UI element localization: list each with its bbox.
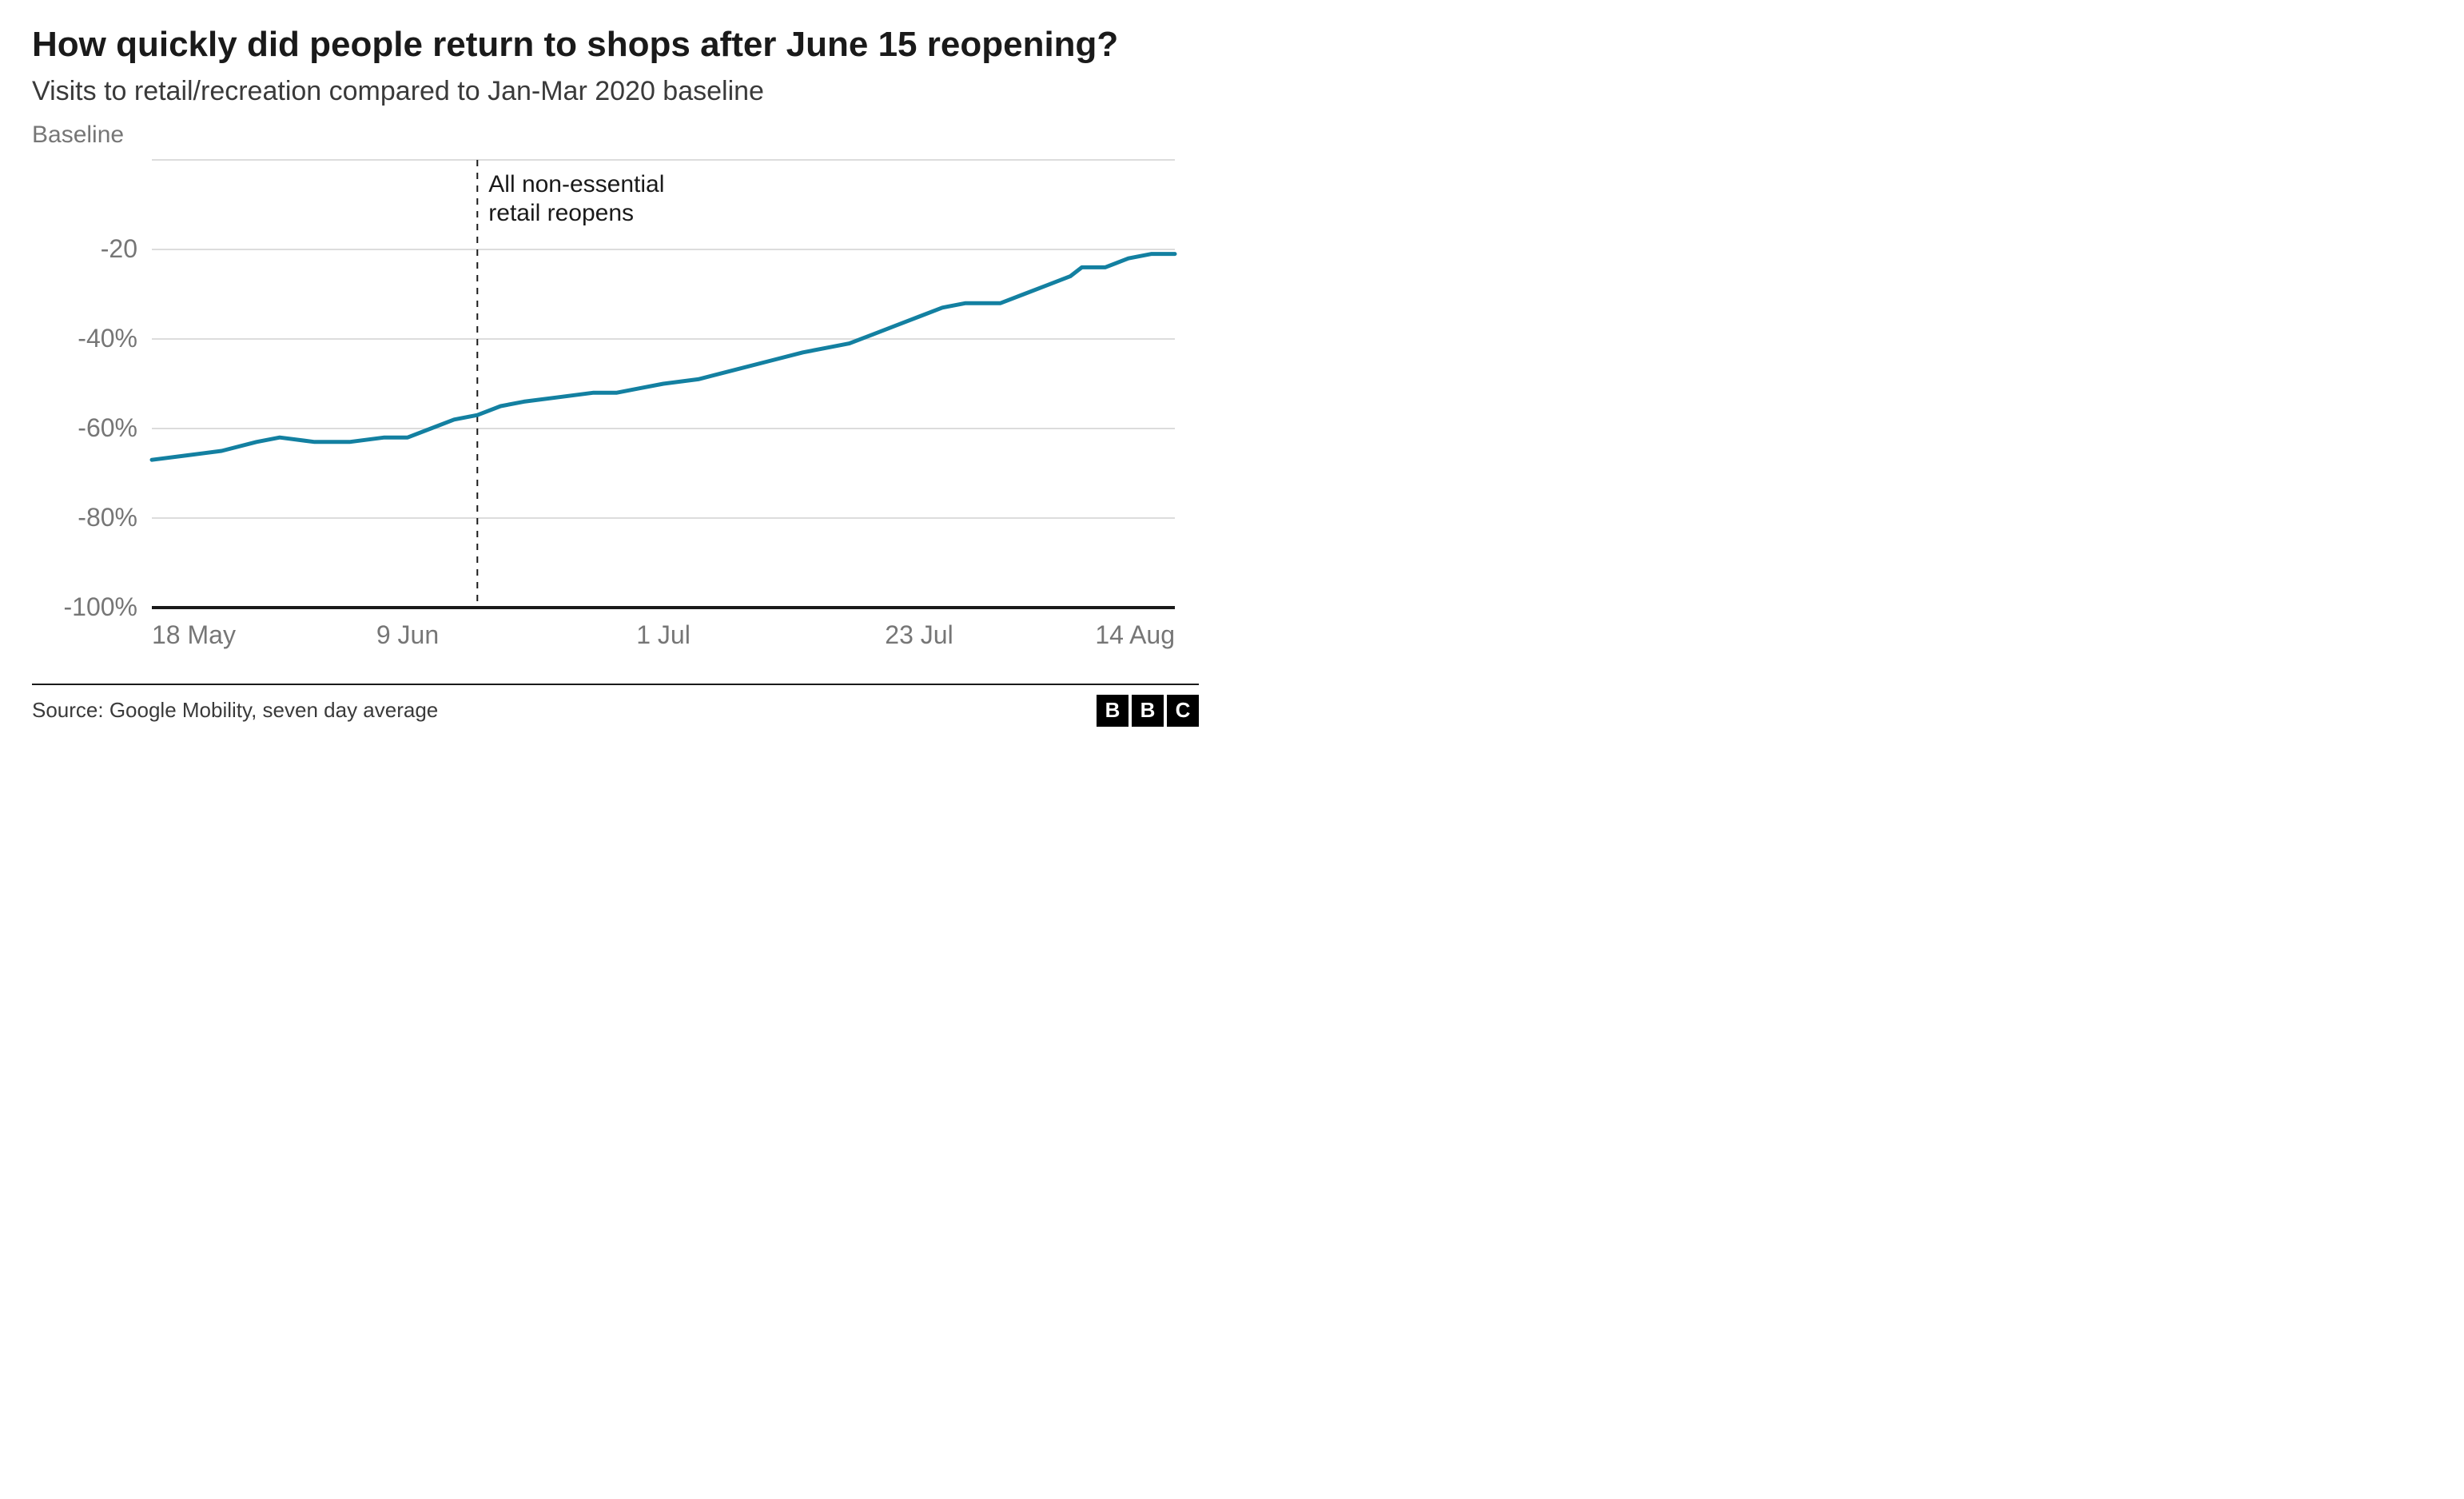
svg-text:1 Jul: 1 Jul [636, 620, 691, 649]
svg-text:-20: -20 [101, 234, 137, 263]
line-chart: -100% -80% -60% -40% -20 18 May 9 Jun 1 Jul 23 J… [32, 152, 1199, 664]
svg-text:23 Jul: 23 Jul [885, 620, 953, 649]
svg-text:All non-essential: All non-essential [488, 171, 664, 197]
chart-subtitle: Visits to retail/recreation compared to … [32, 76, 1199, 107]
baseline-label: Baseline [32, 122, 1199, 149]
bbc-logo-b2: B [1132, 695, 1164, 727]
svg-text:-100%: -100% [64, 592, 138, 621]
source-text: Source: Google Mobility, seven day avera… [32, 698, 438, 723]
bbc-logo-b1: B [1097, 695, 1129, 727]
svg-text:retail reopens: retail reopens [488, 200, 634, 226]
chart-container: -100% -80% -60% -40% -20 18 May 9 Jun 1 Jul 23 J… [32, 152, 1199, 668]
svg-text:-40%: -40% [78, 324, 137, 353]
svg-text:-60%: -60% [78, 413, 137, 442]
chart-title: How quickly did people return to shops a… [32, 24, 1199, 66]
bbc-logo-c: C [1167, 695, 1199, 727]
svg-text:18 May: 18 May [152, 620, 236, 649]
svg-text:14 Aug: 14 Aug [1095, 620, 1175, 649]
chart-footer: Source: Google Mobility, seven day avera… [32, 684, 1199, 727]
svg-text:9 Jun: 9 Jun [376, 620, 439, 649]
svg-text:-80%: -80% [78, 503, 137, 532]
bbc-logo: B B C [1097, 695, 1199, 727]
